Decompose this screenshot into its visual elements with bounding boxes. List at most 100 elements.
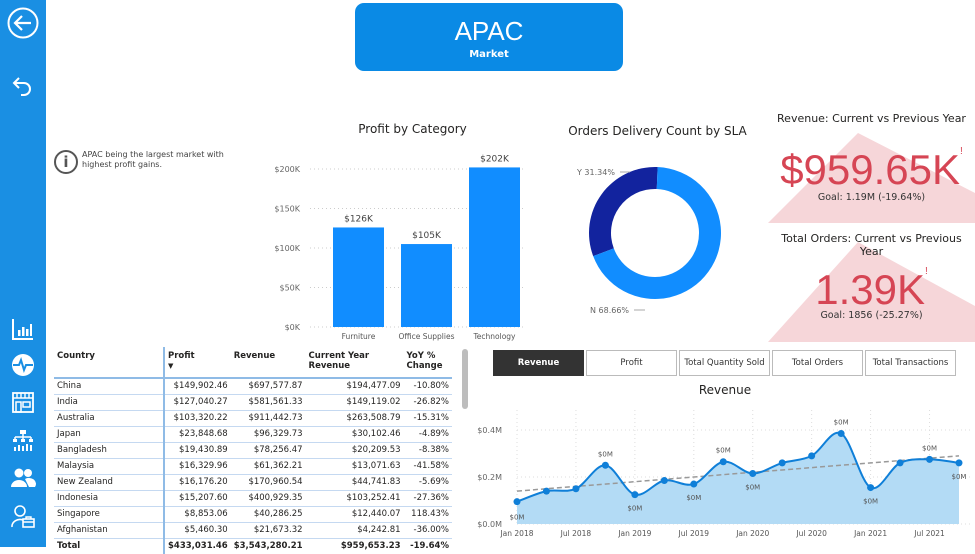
table-row[interactable]: Indonesia $15,207.60 $400,929.35 $103,252.4…: [54, 490, 452, 507]
table-row[interactable]: Bangladesh $19,430.89 $78,256.47 $20,209.53…: [54, 442, 452, 459]
col-header-current-year-revenue[interactable]: Current Year Revenue: [308, 351, 370, 371]
tab-profit[interactable]: Profit: [586, 350, 677, 376]
data-point: [690, 480, 698, 488]
bar-furniture: [333, 227, 384, 327]
customer-service-icon[interactable]: [7, 500, 39, 532]
x-tick-label: Jan 2018: [499, 529, 533, 538]
table-cell: $149,119.02: [305, 394, 404, 411]
table-cell: India: [54, 394, 164, 411]
store-icon[interactable]: [7, 386, 39, 418]
trend-line: [516, 455, 960, 492]
table-cell: $149,902.46: [163, 378, 231, 395]
table-row[interactable]: Afghanistan $5,460.30 $21,673.32 $4,242.81-…: [54, 522, 452, 539]
table-cell: $19,430.89: [163, 442, 231, 459]
data-point: [896, 459, 904, 467]
point-label: $0M: [510, 514, 525, 522]
table-cell: Bangladesh: [54, 442, 164, 459]
back-arrow-icon[interactable]: [7, 7, 39, 39]
profit-chart-title: Profit by Category: [358, 122, 467, 136]
revenue-kpi-card: Revenue: Current vs Previous Year $959.6…: [768, 108, 975, 223]
table-cell: -10.80%: [403, 378, 452, 395]
table-cell: $61,362.21: [230, 458, 306, 475]
info-icon: i: [54, 150, 78, 174]
data-point: [542, 487, 550, 495]
total-cell: Total: [57, 541, 81, 552]
point-label: $0M: [686, 494, 701, 502]
tab-total-quantity-sold[interactable]: Total Quantity Sold: [679, 350, 770, 376]
point-label: $0M: [627, 505, 642, 513]
bar-technology: [469, 167, 520, 327]
revenue-line: [516, 431, 960, 503]
col-header-revenue[interactable]: Revenue: [233, 351, 276, 361]
y-tick-label: $100K: [274, 244, 300, 253]
bar-office-supplies: [401, 244, 452, 327]
orders-kpi-number: 1.39K: [815, 266, 925, 313]
bar-data-label: $126K: [344, 214, 374, 224]
data-point: [513, 498, 521, 506]
table-cell: Malaysia: [54, 458, 164, 475]
table-row[interactable]: Malaysia $16,329.96 $61,362.21 $13,071.63 -4…: [54, 458, 452, 475]
revenue-chart-title: Revenue: [698, 383, 752, 397]
table-cell: China: [54, 378, 164, 395]
table-cell: New Zealand: [54, 474, 164, 491]
table-row[interactable]: Japan $23,848.68 $96,329.73 $30,102.46 -4.89…: [54, 426, 452, 443]
table-cell: $8,853.06: [163, 506, 231, 523]
col-header-country[interactable]: Country: [57, 351, 95, 361]
pulse-icon[interactable]: [7, 349, 39, 381]
tab-revenue[interactable]: Revenue: [493, 350, 584, 376]
table-cell: $103,252.41: [305, 490, 404, 507]
table-cell: -41.58%: [403, 458, 452, 475]
people-icon[interactable]: [7, 462, 39, 494]
x-tick-label: Jan 2021: [853, 529, 887, 538]
table-cell: $400,929.35: [230, 490, 306, 507]
point-label: $0M: [716, 447, 731, 455]
data-point: [837, 430, 845, 438]
table-cell: -15.31%: [403, 410, 452, 427]
sla-donut-chart: Y 31.34% N 68.66%: [576, 167, 721, 315]
data-point: [778, 459, 786, 467]
slice-label-n: N 68.66%: [590, 306, 629, 315]
table-cell: $78,256.47: [230, 442, 306, 459]
table-row[interactable]: China $149,902.46 $697,577.87 $194,477.09 -1…: [54, 378, 452, 395]
hierarchy-chart-icon[interactable]: [7, 424, 39, 456]
orders-kpi-goal: Goal: 1856 (-25.27%): [820, 310, 923, 321]
col-header-profit[interactable]: Profit ▼: [163, 347, 231, 378]
table-cell: $12,440.07: [305, 506, 404, 523]
table-row[interactable]: Singapore $8,853.06 $40,286.25 $12,440.07 11…: [54, 506, 452, 523]
table-row[interactable]: Australia $103,320.22 $911,442.73 $263,508.…: [54, 410, 452, 427]
bar-chart-icon[interactable]: [7, 313, 39, 345]
col-header-yoy-change[interactable]: YoY % Change: [406, 351, 443, 371]
kpi-trend-background: [768, 133, 975, 223]
point-label: $0M: [952, 473, 967, 481]
sidebar: [0, 0, 46, 547]
table-cell: -5.69%: [403, 474, 452, 491]
table-cell: $127,040.27: [163, 394, 231, 411]
table-cell: $4,242.81: [305, 522, 404, 539]
tab-total-transactions[interactable]: Total Transactions: [865, 350, 956, 376]
x-tick-label: Technology: [472, 332, 516, 341]
tab-total-orders[interactable]: Total Orders: [772, 350, 863, 376]
table-row[interactable]: India $127,040.27 $581,561.33 $149,119.02 -2…: [54, 394, 452, 411]
data-point: [808, 452, 816, 460]
market-subtitle: Market: [469, 49, 509, 60]
table-cell: $23,848.68: [163, 426, 231, 443]
table-scrollbar[interactable]: [462, 349, 468, 409]
y-tick-label: $0.0M: [477, 520, 502, 529]
info-text: APAC being the largest market with highe…: [82, 150, 224, 169]
point-label: $0M: [863, 498, 878, 506]
country-table: Country Profit ▼ Revenue Current Year Rev…: [54, 347, 452, 554]
sort-desc-icon: ▼: [168, 362, 174, 370]
table-cell: $911,442.73: [230, 410, 306, 427]
y-tick-label: $0K: [285, 323, 301, 332]
table-cell: $13,071.63: [305, 458, 404, 475]
total-cell: $433,031.46: [163, 538, 231, 554]
orders-kpi-card: Total Orders: Current vs Previous Year 1…: [768, 226, 975, 342]
table-cell: $697,577.87: [230, 378, 306, 395]
table-row[interactable]: New Zealand $16,176.20 $170,960.54 $44,741.…: [54, 474, 452, 491]
point-label: $0M: [598, 450, 613, 458]
undo-icon[interactable]: [7, 70, 39, 102]
total-cell: $3,543,280.21: [233, 541, 303, 552]
table-cell: Japan: [54, 426, 164, 443]
x-tick-label: Jan 2019: [617, 529, 651, 538]
bar-data-label: $202K: [480, 154, 510, 164]
